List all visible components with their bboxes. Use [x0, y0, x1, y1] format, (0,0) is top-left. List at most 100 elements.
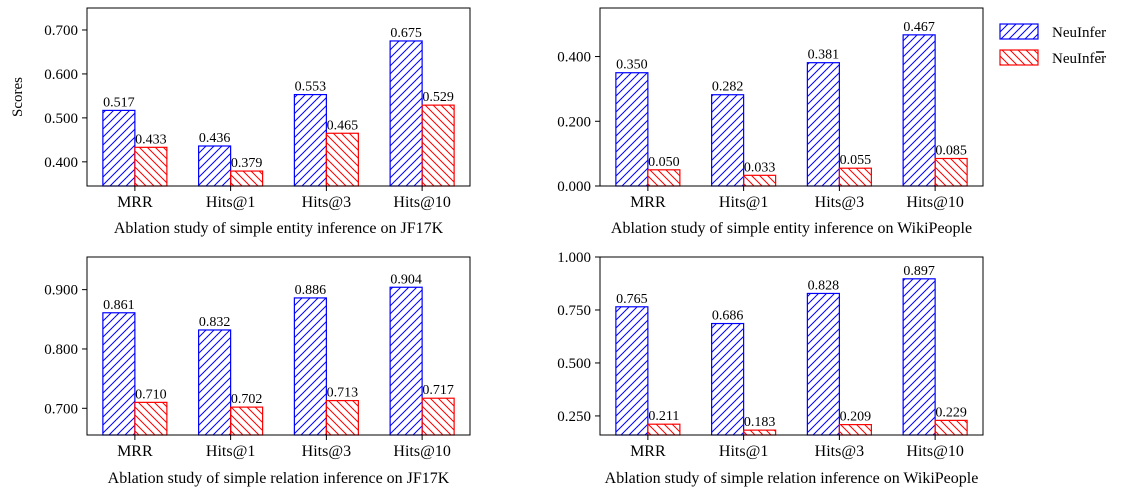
data-label: 0.055	[840, 153, 872, 168]
panel-caption: Ablation study of simple entity inferenc…	[114, 220, 444, 237]
legend: NeuInfer NeuInfer	[999, 23, 1106, 67]
bar-neuinfer-minus-hits-1	[230, 406, 264, 436]
y-tick-label: 0.500	[557, 356, 591, 372]
data-label: 0.436	[199, 131, 231, 146]
x-tick-label: MRR	[630, 443, 666, 460]
data-label: 0.529	[422, 90, 454, 105]
data-label: 0.861	[103, 298, 135, 313]
y-tick-label: 0.000	[557, 179, 591, 195]
data-label: 0.467	[903, 20, 935, 35]
bar-neuinfer-mrr	[615, 72, 649, 187]
data-label: 0.897	[903, 264, 935, 279]
bar-neuinfer-hits-10	[389, 40, 423, 187]
chart-panel-relation-wikipeople: 0.765 0.686 0.828 0.897 0.211 0.183 0.209 0.229…	[557, 250, 984, 487]
x-tick-label: Hits@3	[815, 194, 864, 211]
bar-neuinfer-minus-mrr	[134, 401, 168, 436]
x-tick-label: Hits@10	[393, 443, 450, 460]
data-label: 0.183	[744, 415, 776, 430]
data-label: 0.686	[712, 309, 744, 324]
x-tick-label: Hits@1	[719, 443, 768, 460]
data-label: 0.085	[935, 143, 967, 158]
data-label: 0.465	[327, 118, 359, 133]
y-tick-label: 0.500	[44, 111, 78, 127]
axes-frame	[86, 256, 471, 436]
data-label: 0.553	[295, 80, 327, 95]
bar-neuinfer-hits-3	[806, 292, 840, 436]
chart-panel-entity-jf17k: 0.517 0.436 0.553 0.675 0.433 0.379 0.465 0.529…	[10, 7, 471, 237]
data-label: 0.211	[648, 409, 679, 424]
bar-neuinfer-hits-1	[198, 145, 232, 187]
data-label: 0.229	[935, 405, 967, 420]
x-tick-label: Hits@10	[906, 194, 963, 211]
bar-neuinfer-mrr	[615, 306, 649, 436]
data-label: 0.433	[135, 132, 167, 147]
bar-neuinfer-minus-mrr	[134, 146, 168, 187]
y-tick-label: 0.600	[44, 67, 78, 83]
data-label: 0.886	[295, 283, 327, 298]
panel-caption: Ablation study of simple relation infere…	[605, 470, 979, 487]
data-label: 0.832	[199, 315, 231, 330]
x-tick-label: MRR	[630, 194, 666, 211]
legend-label-neuinfer-minus: NeuInfer	[1052, 51, 1106, 67]
x-tick-label: Hits@10	[393, 194, 450, 211]
bar-neuinfer-minus-hits-1	[743, 174, 777, 187]
chart-panel-relation-jf17k: 0.861 0.832 0.886 0.904 0.710 0.702 0.713 0.717…	[44, 256, 471, 487]
x-tick-label: Hits@3	[302, 443, 351, 460]
bar-neuinfer-hits-1	[198, 329, 232, 436]
x-tick-label: Hits@1	[206, 194, 255, 211]
panel-caption: Ablation study of simple relation infere…	[108, 470, 450, 487]
y-tick-label: 0.750	[557, 303, 591, 319]
x-tick-label: Hits@3	[302, 194, 351, 211]
data-label: 0.710	[135, 387, 167, 402]
bar-neuinfer-hits-1	[711, 94, 745, 187]
bar-neuinfer-hits-3	[806, 62, 840, 187]
bar-neuinfer-hits-10	[902, 34, 936, 187]
bar-neuinfer-minus-mrr	[647, 423, 681, 436]
data-label: 0.350	[616, 58, 648, 73]
y-tick-label: 0.400	[557, 50, 591, 66]
data-label: 0.904	[390, 272, 422, 287]
bar-neuinfer-minus-hits-3	[325, 132, 359, 187]
x-tick-label: Hits@10	[906, 443, 963, 460]
data-label: 0.379	[231, 156, 263, 171]
legend-swatch-neuinfer-minus	[999, 49, 1039, 66]
bar-neuinfer-hits-10	[389, 286, 423, 436]
y-tick-label: 1.000	[557, 250, 591, 266]
y-tick-label: 0.900	[44, 283, 78, 299]
axes-frame	[599, 7, 984, 187]
bar-neuinfer-minus-hits-10	[934, 157, 968, 187]
x-tick-label: Hits@1	[206, 443, 255, 460]
bar-neuinfer-minus-hits-1	[743, 429, 777, 436]
bar-neuinfer-hits-1	[711, 322, 745, 436]
bar-neuinfer-mrr	[102, 312, 136, 436]
data-label: 0.282	[712, 80, 744, 95]
x-tick-label: MRR	[117, 194, 153, 211]
data-label: 0.209	[840, 410, 872, 425]
data-label: 0.717	[422, 383, 454, 398]
y-tick-label: 0.800	[44, 342, 78, 358]
bar-neuinfer-minus-mrr	[647, 169, 681, 187]
y-tick-label: 0.700	[44, 401, 78, 417]
bar-neuinfer-hits-3	[293, 93, 327, 187]
y-tick-label: 0.200	[557, 114, 591, 130]
bar-neuinfer-minus-hits-10	[934, 419, 968, 436]
x-tick-label: Hits@3	[815, 443, 864, 460]
y-tick-label: 0.400	[44, 155, 78, 171]
bar-neuinfer-minus-hits-3	[325, 399, 359, 436]
bar-neuinfer-minus-hits-3	[838, 424, 872, 436]
data-label: 0.675	[390, 26, 422, 41]
bar-neuinfer-minus-hits-3	[838, 167, 872, 187]
legend-swatch-neuinfer	[999, 23, 1039, 40]
bar-neuinfer-hits-3	[293, 297, 327, 436]
axes-frame	[599, 256, 984, 436]
chart-panel-entity-wikipeople: 0.350 0.282 0.381 0.467 0.050 0.033 0.055 0.085…	[557, 7, 984, 237]
panel-caption: Ablation study of simple entity inferenc…	[611, 220, 972, 237]
x-tick-label: Hits@1	[719, 194, 768, 211]
y-tick-label: 0.700	[44, 23, 78, 39]
bar-neuinfer-minus-hits-1	[230, 170, 264, 187]
bar-neuinfer-minus-hits-10	[421, 104, 455, 187]
data-label: 0.050	[648, 155, 680, 170]
data-label: 0.517	[103, 95, 135, 110]
data-label: 0.713	[327, 386, 359, 401]
